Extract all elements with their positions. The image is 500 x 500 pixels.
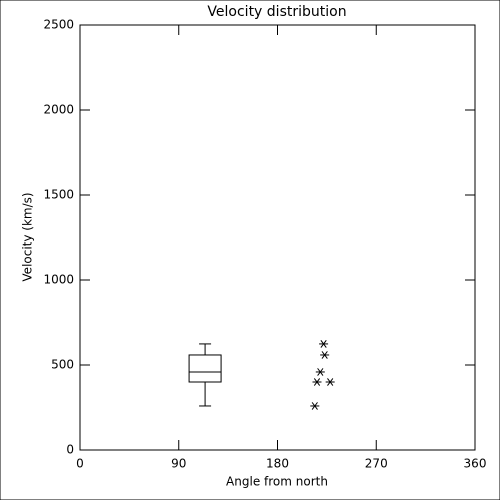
scatter-point <box>310 402 320 410</box>
scatter-point <box>320 351 330 359</box>
chart-title: Velocity distribution <box>207 4 346 20</box>
asterisk-stroke <box>327 378 334 386</box>
asterisk-stroke <box>320 340 327 348</box>
scatter-point <box>312 378 322 386</box>
x-tick-label: 90 <box>171 457 186 471</box>
y-tick-label: 2500 <box>43 18 74 32</box>
x-tick-label: 360 <box>464 457 487 471</box>
y-tick-label: 1000 <box>43 273 74 287</box>
asterisk-stroke <box>311 402 318 410</box>
box-body <box>188 354 222 383</box>
y-tick-label: 1500 <box>43 188 74 202</box>
y-tick-label: 500 <box>51 358 74 372</box>
asterisk-stroke <box>313 378 321 386</box>
asterisk-stroke <box>321 351 328 359</box>
x-tick-label: 180 <box>266 457 289 471</box>
y-tick-label: 0 <box>66 443 74 457</box>
scatter-point <box>319 340 329 348</box>
plot-frame <box>79 24 476 451</box>
y-tick-label: 2000 <box>43 103 74 117</box>
x-tick-label: 270 <box>365 457 388 471</box>
x-tick-label: 0 <box>76 457 84 471</box>
y-axis-label: Velocity (km/s) <box>21 192 35 281</box>
x-axis-label: Angle from north <box>226 475 328 489</box>
scatter-point <box>315 368 325 376</box>
asterisk-stroke <box>317 368 324 376</box>
scatter-point <box>325 378 335 386</box>
